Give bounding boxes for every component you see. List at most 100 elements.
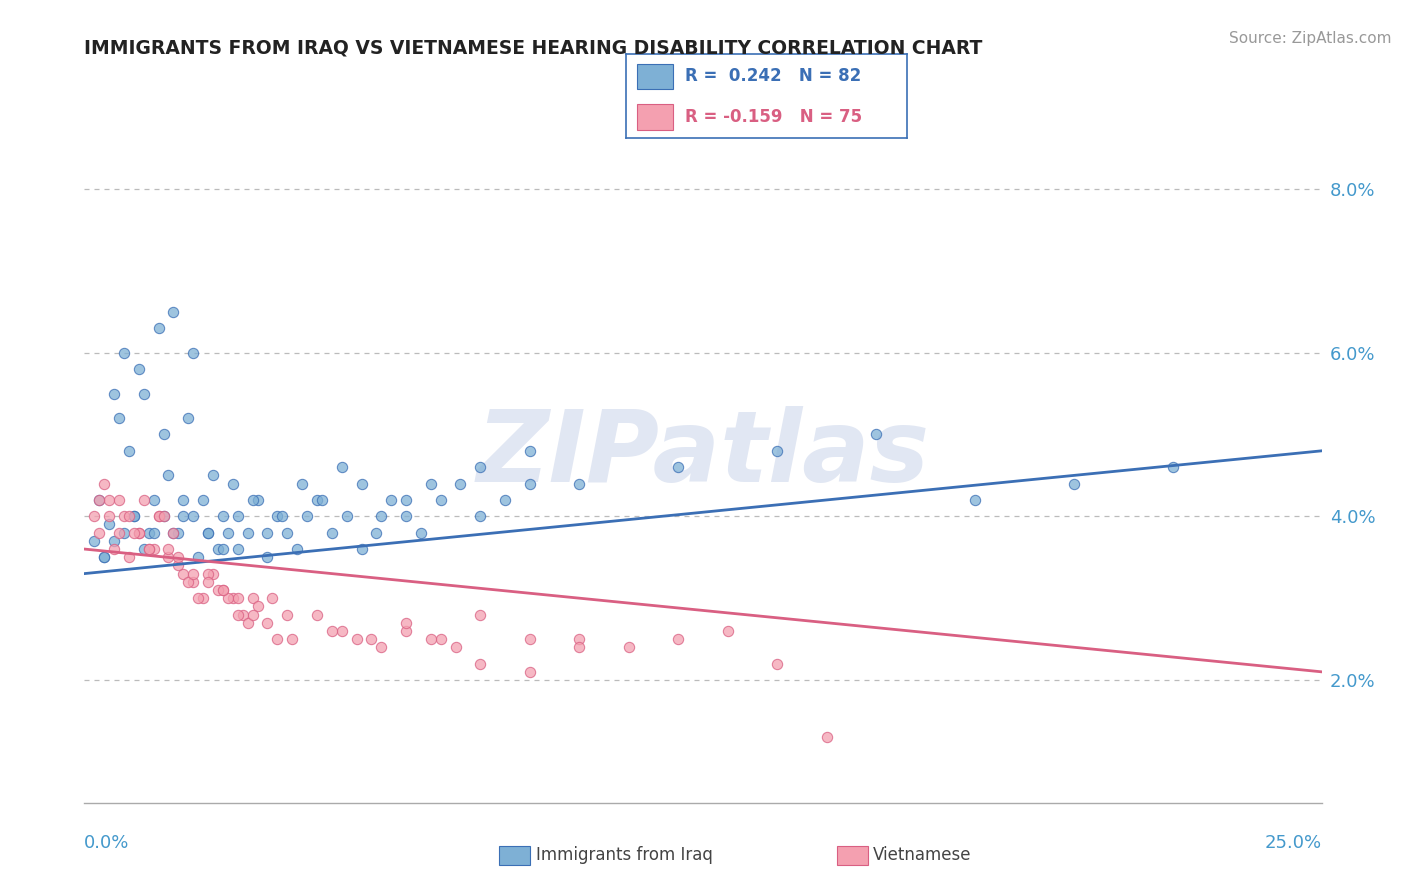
Point: [138, 542, 160, 557]
Point: [395, 615, 418, 630]
Point: [321, 525, 343, 540]
Point: [519, 632, 541, 646]
Point: [256, 525, 278, 540]
Point: [350, 476, 373, 491]
Point: [217, 525, 239, 540]
Point: [226, 542, 249, 557]
Point: [128, 525, 150, 540]
Text: 25.0%: 25.0%: [1264, 834, 1322, 852]
Point: [222, 476, 245, 491]
Point: [470, 509, 492, 524]
Point: [370, 509, 392, 524]
Point: [167, 550, 190, 565]
Point: [360, 632, 382, 646]
Point: [191, 591, 214, 606]
Point: [89, 492, 111, 507]
Text: ZIPatlas: ZIPatlas: [477, 407, 929, 503]
Point: [138, 542, 160, 557]
Point: [89, 492, 111, 507]
Point: [93, 476, 115, 491]
Point: [666, 632, 689, 646]
Text: Source: ZipAtlas.com: Source: ZipAtlas.com: [1229, 31, 1392, 46]
Text: 0.0%: 0.0%: [84, 834, 129, 852]
Point: [330, 624, 353, 638]
Point: [617, 640, 640, 655]
Point: [291, 476, 314, 491]
Point: [172, 566, 194, 581]
FancyBboxPatch shape: [637, 63, 673, 89]
Point: [519, 476, 541, 491]
Point: [112, 345, 135, 359]
Point: [138, 525, 160, 540]
Point: [122, 509, 145, 524]
Point: [366, 525, 388, 540]
Point: [242, 591, 264, 606]
Point: [380, 492, 402, 507]
Point: [148, 321, 170, 335]
Point: [217, 591, 239, 606]
Point: [311, 492, 333, 507]
Point: [187, 591, 209, 606]
Point: [197, 574, 219, 589]
Point: [142, 525, 165, 540]
Point: [103, 386, 125, 401]
Point: [103, 542, 125, 557]
Point: [266, 509, 288, 524]
Point: [142, 492, 165, 507]
Point: [108, 411, 131, 425]
Text: Immigrants from Iraq: Immigrants from Iraq: [536, 847, 713, 864]
Point: [103, 533, 125, 548]
Point: [395, 509, 418, 524]
Y-axis label: Hearing Disability: Hearing Disability: [0, 375, 8, 535]
Point: [202, 468, 225, 483]
Point: [965, 492, 987, 507]
Point: [212, 582, 235, 597]
Point: [271, 509, 294, 524]
Point: [162, 525, 184, 540]
Point: [519, 665, 541, 679]
Point: [152, 427, 174, 442]
Point: [236, 525, 259, 540]
Point: [89, 525, 111, 540]
Point: [470, 657, 492, 671]
Point: [409, 525, 432, 540]
Point: [1161, 460, 1184, 475]
Point: [197, 566, 219, 581]
Point: [256, 615, 278, 630]
Point: [132, 542, 155, 557]
Point: [226, 509, 249, 524]
Point: [157, 542, 180, 557]
Point: [444, 640, 467, 655]
Point: [202, 566, 225, 581]
Point: [177, 411, 200, 425]
Point: [148, 509, 170, 524]
Point: [519, 443, 541, 458]
Point: [470, 460, 492, 475]
Point: [568, 640, 591, 655]
Point: [93, 550, 115, 565]
Point: [152, 509, 174, 524]
Point: [212, 582, 235, 597]
Point: [865, 427, 887, 442]
Point: [148, 509, 170, 524]
Point: [172, 492, 194, 507]
Point: [157, 550, 180, 565]
Point: [108, 525, 131, 540]
Point: [152, 509, 174, 524]
Point: [717, 624, 740, 638]
Point: [128, 525, 150, 540]
Text: Vietnamese: Vietnamese: [873, 847, 972, 864]
Text: IMMIGRANTS FROM IRAQ VS VIETNAMESE HEARING DISABILITY CORRELATION CHART: IMMIGRANTS FROM IRAQ VS VIETNAMESE HEARI…: [84, 39, 983, 58]
Point: [132, 492, 155, 507]
Point: [666, 460, 689, 475]
Point: [276, 525, 298, 540]
Point: [157, 468, 180, 483]
Point: [419, 632, 441, 646]
Point: [187, 550, 209, 565]
Point: [226, 607, 249, 622]
Point: [177, 574, 200, 589]
Point: [295, 509, 318, 524]
Point: [494, 492, 516, 507]
Point: [305, 492, 328, 507]
Point: [346, 632, 368, 646]
